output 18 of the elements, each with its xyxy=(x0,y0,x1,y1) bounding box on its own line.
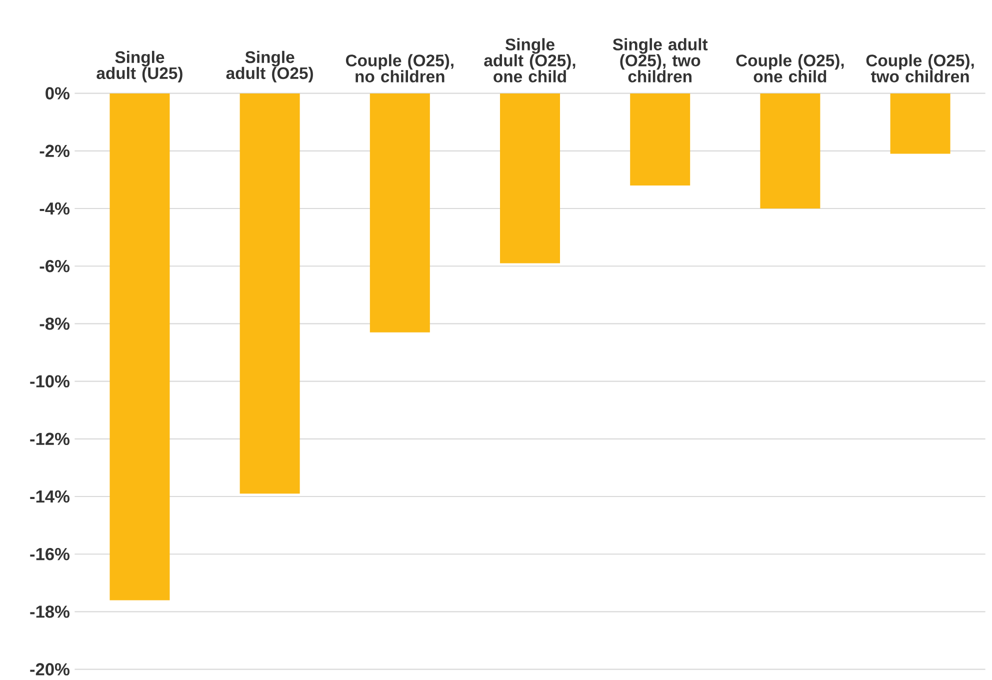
x-tick-label: Single adult (U25) xyxy=(96,50,182,82)
x-tick-label: Single adult (O25), two children xyxy=(612,38,708,82)
y-tick-label: 0% xyxy=(46,87,70,100)
x-tick-label: Single adult (O25), one child xyxy=(484,38,576,82)
y-tick-label: -8% xyxy=(40,318,70,330)
y-tick-label: -14% xyxy=(30,490,70,503)
y-tick-label: -16% xyxy=(30,548,70,560)
y-tick-label: -20% xyxy=(30,663,70,676)
x-tick-label: Couple (O25), no children xyxy=(346,54,454,82)
y-tick-label: -6% xyxy=(40,260,70,272)
y-tick-label: -10% xyxy=(30,375,70,388)
x-tick-label: Single adult (O25) xyxy=(226,50,313,82)
y-tick-label: -12% xyxy=(30,432,70,446)
y-tick-label: -18% xyxy=(30,606,70,618)
x-tick-label: Couple (O25), one child xyxy=(736,54,844,82)
y-tick-label: -4% xyxy=(40,202,70,215)
y-tick-label: -2% xyxy=(40,144,70,158)
x-tick-label: Couple (O25), two children xyxy=(866,54,974,82)
